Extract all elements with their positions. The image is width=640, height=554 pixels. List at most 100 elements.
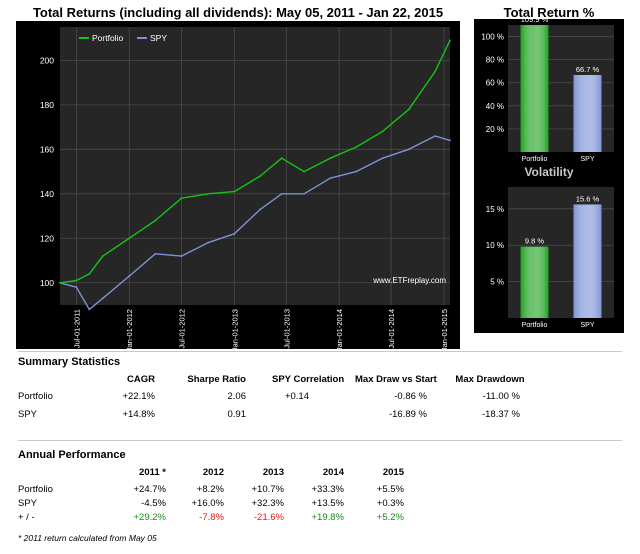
summary-correlation: +0.14 — [284, 391, 309, 402]
bar-value-label: 9.8 % — [525, 237, 545, 246]
annual-value: +19.8% — [311, 512, 345, 523]
summary-header-sharpe: Sharpe Ratio — [187, 374, 246, 385]
x-tick-label: Jul-01-2012 — [177, 309, 186, 349]
data-point-portfolio — [355, 146, 357, 148]
data-point-portfolio — [207, 192, 209, 195]
summary-row-name: Portfolio — [18, 391, 53, 402]
annual-title: Annual Performance — [18, 449, 126, 461]
x-tick-label: Jul-01-2013 — [282, 309, 291, 349]
bar-shine — [520, 246, 549, 318]
summary-sharpe: 0.91 — [227, 409, 247, 420]
summary-header-correlation: SPY Correlation — [272, 374, 345, 385]
x-tick-label: Jan-01-2014 — [335, 309, 344, 349]
data-point-portfolio — [180, 197, 183, 200]
y-tick-label: 15 % — [486, 205, 504, 214]
volatility-panel: Volatility 5 % 10 % 15 % 9.8 % Portfolio 15.6… — [474, 165, 624, 333]
chart-legend: Portfolio SPY — [79, 33, 167, 43]
x-tick-label: Jan-01-2013 — [230, 309, 239, 349]
summary-header-draw-start: Max Draw vs Start — [355, 374, 437, 385]
data-point-portfolio — [329, 157, 332, 160]
data-point-spy — [434, 135, 436, 137]
series-line-spy — [59, 135, 451, 311]
annual-footnote: * 2011 return calculated from May 05 — [18, 533, 157, 543]
data-point-spy — [233, 232, 236, 235]
data-point-portfolio — [154, 219, 157, 222]
data-point-spy — [207, 241, 209, 244]
watermark: www.ETFreplay.com — [372, 276, 446, 285]
summary-draw-start: -16.89 % — [388, 409, 427, 420]
data-point-spy — [128, 275, 131, 277]
summary-cagr: +14.8% — [122, 409, 156, 420]
bar-value-label: 66.7 % — [576, 65, 600, 74]
annual-value: -4.5% — [141, 498, 166, 509]
annual-value: +0.3% — [376, 498, 404, 509]
annual-value: -21.6% — [253, 512, 284, 523]
total-return-bar-chart: 20 % 40 % 60 % 80 % 100 % 109.9 % Portfolio 66.… — [481, 15, 614, 163]
y-tick-label: 120 — [40, 233, 54, 243]
data-point-spy — [101, 297, 104, 300]
summary-title: Summary Statistics — [18, 356, 121, 368]
annual-value: +13.5% — [311, 498, 345, 509]
data-point-portfolio — [101, 255, 104, 257]
main-chart-title: Total Returns (including all dividends):… — [32, 5, 444, 20]
y-tick-label: 100 — [40, 278, 54, 288]
annual-header: 2014 — [322, 467, 344, 478]
y-tick-label: 5 % — [490, 278, 504, 287]
data-point-portfolio — [280, 157, 283, 160]
data-point-spy — [88, 308, 91, 311]
y-tick-label: 10 % — [486, 241, 504, 250]
bar-category-label: Portfolio — [522, 322, 548, 329]
data-point-spy — [329, 177, 332, 180]
data-point-portfolio — [381, 130, 384, 133]
bar-category-label: SPY — [580, 322, 594, 329]
annual-value: -7.8% — [199, 512, 224, 523]
data-point-spy — [449, 139, 451, 142]
annual-header: 2012 — [202, 467, 224, 478]
total-return-title: Total Return % — [503, 5, 595, 20]
summary-row-name: SPY — [18, 409, 38, 420]
summary-max-drawdown: -18.37 % — [481, 409, 520, 420]
data-point-spy — [259, 208, 262, 211]
summary-cagr: +22.1% — [122, 391, 156, 402]
x-tick-label: Jan-01-2015 — [440, 309, 449, 349]
summary-header-max-drawdown: Max Drawdown — [455, 374, 525, 385]
annual-value: +8.2% — [196, 484, 224, 495]
annual-row-name: + / - — [18, 512, 35, 523]
annual-value: +10.7% — [251, 484, 285, 495]
data-point-spy — [381, 157, 384, 160]
y-tick-label: 20 % — [486, 125, 504, 134]
y-tick-label: 80 % — [486, 56, 504, 65]
series-line-portfolio — [59, 39, 451, 284]
annual-value: +29.2% — [133, 512, 167, 523]
bar-value-label: 109.9 % — [521, 19, 549, 24]
data-point-portfolio — [408, 108, 410, 111]
volatility-bar-chart: 5 % 10 % 15 % 9.8 % Portfolio 15.6 % SPY — [486, 187, 614, 329]
main-line-chart: 100 120 140 160 180 200 Jul-01-2011 Jan-01-201… — [40, 27, 451, 351]
bar-shine — [573, 204, 602, 318]
data-point-spy — [355, 170, 357, 173]
y-tick-label: 60 % — [486, 79, 504, 88]
plot-area — [60, 27, 450, 305]
legend-label-spy: SPY — [150, 33, 167, 43]
data-point-spy — [75, 286, 78, 289]
volatility-title: Volatility — [524, 165, 574, 179]
data-point-spy — [408, 148, 410, 151]
y-tick-label: 100 % — [481, 33, 504, 42]
y-tick-label: 40 % — [486, 102, 504, 111]
summary-sharpe: 2.06 — [227, 391, 247, 402]
summary-draw-start: -0.86 % — [394, 391, 427, 402]
x-tick-label: Jan-01-2012 — [125, 309, 134, 349]
annual-value: +5.5% — [376, 484, 404, 495]
summary-header-cagr: CAGR — [127, 374, 155, 385]
divider — [18, 351, 622, 352]
divider — [18, 440, 622, 441]
data-point-portfolio — [75, 279, 78, 282]
x-tick-label: Jul-01-2014 — [387, 309, 396, 349]
y-tick-label: 200 — [40, 55, 54, 65]
legend-label-portfolio: Portfolio — [92, 33, 123, 43]
data-point-portfolio — [434, 70, 436, 73]
data-point-spy — [303, 192, 306, 195]
data-point-portfolio — [128, 237, 131, 240]
data-point-portfolio — [88, 272, 91, 275]
data-point-spy — [154, 252, 157, 255]
